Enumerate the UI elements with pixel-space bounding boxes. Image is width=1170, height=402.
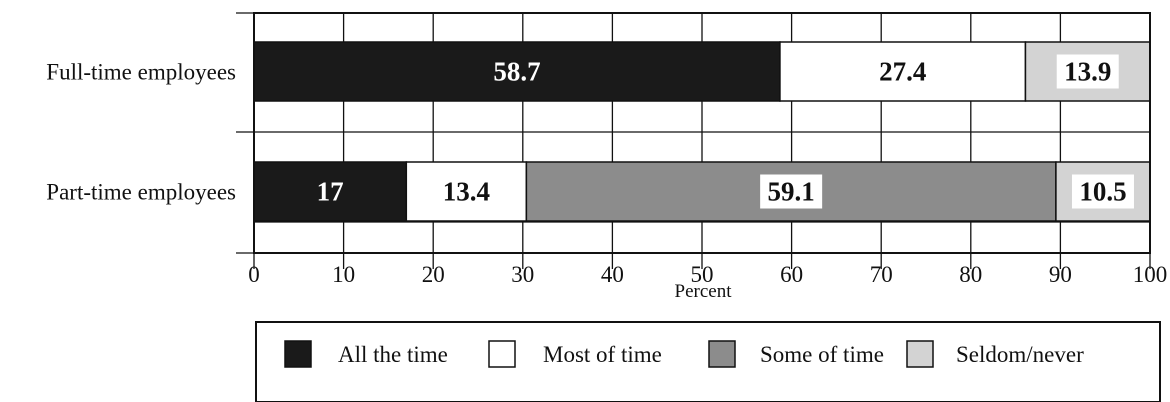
legend-swatch [488, 340, 516, 368]
x-tick-label: 40 [601, 262, 624, 287]
legend-label: Some of time [760, 342, 884, 367]
x-tick-label: 20 [422, 262, 445, 287]
data-label-bg [1056, 54, 1119, 89]
data-label: 17 [317, 177, 344, 207]
data-label: 58.7 [493, 57, 540, 87]
data-label: 13.9 [1064, 57, 1111, 87]
x-tick-label: 80 [959, 262, 982, 287]
x-tick-label: 50 [691, 262, 714, 287]
bar-segment [253, 161, 408, 222]
category-label: Full-time employees [46, 60, 236, 85]
data-label-bg [760, 174, 823, 209]
legend-swatch [708, 340, 736, 368]
x-tick-label: 100 [1133, 262, 1168, 287]
data-label: 27.4 [879, 57, 926, 87]
x-axis-title: Percent [675, 281, 733, 302]
data-label-bg [871, 54, 934, 89]
x-tick-label: 10 [332, 262, 355, 287]
legend-box [255, 321, 1161, 402]
x-tick-label: 0 [248, 262, 260, 287]
axis-ticks [236, 12, 1151, 269]
legend-swatch [906, 340, 934, 368]
data-label-bg [435, 174, 498, 209]
bar-segment [1055, 161, 1151, 222]
legend-swatch [284, 340, 312, 368]
legend-label: Most of time [543, 342, 662, 367]
data-label: 10.5 [1079, 177, 1126, 207]
data-label: 59.1 [768, 177, 815, 207]
x-tick-labels: 0 10 20 30 40 50 60 70 80 90 100 [248, 262, 1167, 287]
category-labels: Full-time employees Part-time employees [46, 60, 236, 205]
bars [253, 41, 1151, 222]
x-tick-label: 30 [511, 262, 534, 287]
data-label-bg [1071, 174, 1134, 209]
legend: All the time Most of time Some of time Seld… [255, 321, 1161, 402]
x-tick-label: 90 [1049, 262, 1072, 287]
category-label: Part-time employees [46, 180, 236, 205]
legend-label: All the time [338, 342, 448, 367]
bar-segment [253, 41, 781, 102]
data-label: 13.4 [443, 177, 490, 207]
legend-label: Seldom/never [956, 342, 1084, 367]
bar-segment [525, 161, 1057, 222]
x-tick-label: 70 [870, 262, 893, 287]
data-labels: 58.7 27.4 13.9 17 13.4 59.1 10.5 [317, 54, 1134, 209]
x-tick-label: 60 [780, 262, 803, 287]
